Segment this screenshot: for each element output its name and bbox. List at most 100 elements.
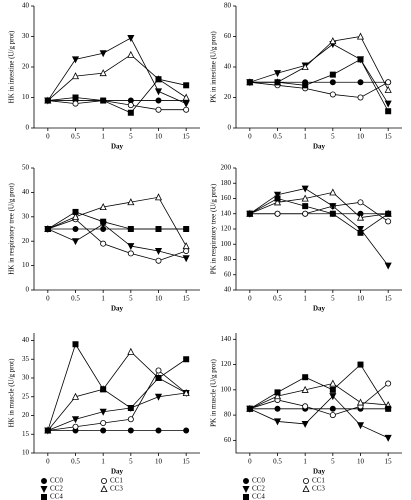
marker: [182, 93, 190, 101]
marker: [99, 408, 107, 416]
marker: [329, 203, 337, 211]
y-tick-label: 120: [221, 225, 232, 233]
marker: [302, 82, 309, 89]
x-axis-label: Day: [313, 468, 326, 476]
marker: [357, 229, 364, 236]
marker: [385, 218, 392, 225]
axis: [235, 168, 402, 291]
y-tick-label: 120: [221, 360, 232, 368]
y-tick-label: 50: [22, 164, 30, 172]
marker: [273, 191, 282, 199]
y-tick-label: 60: [224, 32, 232, 40]
marker: [357, 94, 364, 101]
marker: [273, 198, 282, 206]
x-axis-label: Day: [111, 468, 124, 476]
marker: [384, 262, 392, 270]
series-line: [47, 100, 187, 111]
series-line: [47, 223, 187, 259]
marker: [100, 218, 107, 225]
marker: [384, 100, 392, 108]
marker: [183, 225, 190, 232]
marker: [127, 404, 134, 411]
x-tick-label: 15: [385, 295, 393, 303]
series-line: [249, 383, 389, 410]
y-tick-label: 40: [22, 336, 30, 344]
legend-label: CC3: [110, 485, 123, 493]
marker: [357, 79, 364, 86]
y-tick-label: 0: [228, 124, 232, 132]
series-line: [47, 78, 187, 114]
marker: [242, 477, 249, 484]
marker: [274, 405, 281, 412]
series-line: [249, 43, 389, 104]
legend-label: CC0: [252, 477, 265, 485]
marker: [155, 257, 162, 264]
y-tick-label: 20: [224, 93, 232, 101]
marker: [72, 341, 79, 348]
marker: [155, 367, 162, 374]
marker: [183, 427, 190, 434]
series-line: [249, 81, 389, 98]
marker: [127, 109, 134, 116]
marker: [301, 194, 309, 202]
marker: [182, 255, 190, 263]
x-tick-label: 0: [248, 458, 252, 466]
marker: [99, 203, 107, 211]
x-tick-label: 10: [357, 458, 365, 466]
marker: [72, 225, 79, 232]
marker: [385, 380, 392, 387]
marker: [183, 106, 190, 113]
y-axis-label: PK in respiratory tree (U/g prot): [210, 183, 218, 274]
series-line: [47, 196, 187, 247]
axis: [235, 333, 402, 454]
legend-label: CC1: [312, 477, 325, 485]
series-line: [249, 191, 389, 218]
x-tick-label: 5: [129, 458, 133, 466]
marker: [155, 76, 162, 83]
marker: [100, 97, 107, 104]
marker: [182, 389, 190, 397]
x-tick-label: 15: [385, 458, 393, 466]
marker: [329, 412, 336, 419]
marker: [273, 70, 282, 78]
y-tick-label: 10: [22, 93, 30, 101]
x-tick-label: 1: [303, 295, 307, 303]
x-tick-label: 10: [155, 295, 163, 303]
marker: [329, 386, 336, 393]
legend-label: CC4: [252, 493, 265, 500]
marker: [40, 485, 48, 493]
marker: [99, 69, 107, 77]
marker: [100, 427, 107, 434]
marker: [242, 485, 250, 493]
marker: [356, 398, 365, 406]
x-tick-label: 0: [46, 133, 50, 141]
marker: [385, 108, 392, 115]
y-tick-label: 40: [224, 286, 232, 294]
marker: [302, 203, 309, 210]
marker: [127, 102, 134, 109]
y-tick-label: 10: [22, 261, 30, 269]
marker: [127, 347, 135, 355]
series-line: [249, 58, 389, 112]
series-line: [249, 395, 389, 439]
y-tick-label: 25: [22, 392, 30, 400]
x-tick-label: 5: [331, 133, 335, 141]
y-axis-label: PK in muscle (U/g prot): [210, 359, 218, 427]
legend-label: CC1: [110, 477, 123, 485]
marker: [356, 225, 365, 233]
marker: [182, 100, 190, 108]
marker: [301, 385, 309, 393]
x-tick-label: 1: [101, 295, 105, 303]
y-tick-label: 20: [22, 63, 30, 71]
x-tick-label: 1: [101, 458, 105, 466]
x-tick-label: 0.5: [71, 458, 80, 466]
x-tick-label: 0.5: [273, 295, 282, 303]
y-tick-label: 40: [22, 2, 30, 10]
y-axis-label: PK in intestine (U/g prot): [210, 31, 218, 103]
marker: [274, 79, 281, 86]
series-line: [47, 392, 187, 431]
marker: [44, 225, 51, 232]
marker: [384, 85, 392, 93]
marker: [72, 94, 79, 101]
